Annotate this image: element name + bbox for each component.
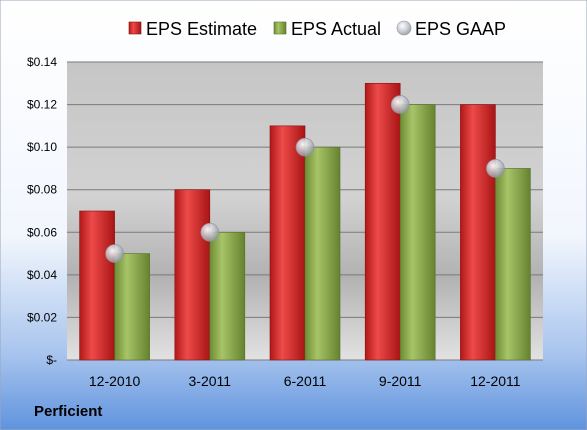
legend-label: EPS Actual <box>291 19 381 39</box>
marker-eps-gaap <box>390 95 410 114</box>
bar-eps-estimate <box>364 82 401 361</box>
legend: EPS Estimate EPS Actual EPS GAAP <box>128 19 506 39</box>
y-tick-label: $0.08 <box>27 183 57 197</box>
x-tick-label: 6-2011 <box>284 373 327 389</box>
company-name: Perficient <box>34 403 102 420</box>
bar-eps-actual <box>495 168 531 361</box>
x-tick-label: 3-2011 <box>189 373 232 389</box>
legend-swatch-estimate <box>128 21 142 35</box>
legend-swatch-actual <box>273 21 287 35</box>
marker-eps-gaap <box>105 244 124 263</box>
bars <box>79 82 531 361</box>
marker-eps-gaap <box>486 159 505 178</box>
bar-eps-actual <box>209 231 246 361</box>
y-tick-label: $0.02 <box>27 310 57 324</box>
y-tick-label: $0.14 <box>27 55 57 69</box>
bar-eps-estimate <box>79 210 115 361</box>
marker-eps-gaap <box>200 222 220 242</box>
x-tick-label: 12-2010 <box>89 373 141 389</box>
y-axis-ticks: $- $0.02 $0.04 $0.06 $0.08 $0.10 $0.12 $0.14 <box>27 55 57 367</box>
y-tick-label: $0.04 <box>27 268 57 282</box>
legend-swatch-gaap <box>396 20 412 36</box>
gaap-markers <box>105 95 505 263</box>
bar-eps-estimate <box>269 125 306 361</box>
bar-eps-actual <box>399 104 436 361</box>
bar-eps-estimate <box>460 104 496 361</box>
legend-label: EPS GAAP <box>415 19 506 39</box>
marker-eps-gaap <box>295 137 315 157</box>
x-tick-label: 9-2011 <box>379 373 422 389</box>
x-tick-label: 12-2011 <box>470 373 521 389</box>
y-tick-label: $0.06 <box>27 225 57 239</box>
bar-eps-actual <box>114 253 150 361</box>
x-axis-ticks: 12-2010 3-2011 6-2011 9-2011 12-2011 <box>89 373 521 389</box>
legend-label: EPS Estimate <box>146 19 257 39</box>
y-tick-label: $0.10 <box>27 140 57 154</box>
y-tick-label: $0.12 <box>27 98 57 112</box>
bar-eps-estimate <box>174 189 211 361</box>
y-tick-label: $- <box>46 353 57 367</box>
bar-eps-actual <box>304 146 341 361</box>
